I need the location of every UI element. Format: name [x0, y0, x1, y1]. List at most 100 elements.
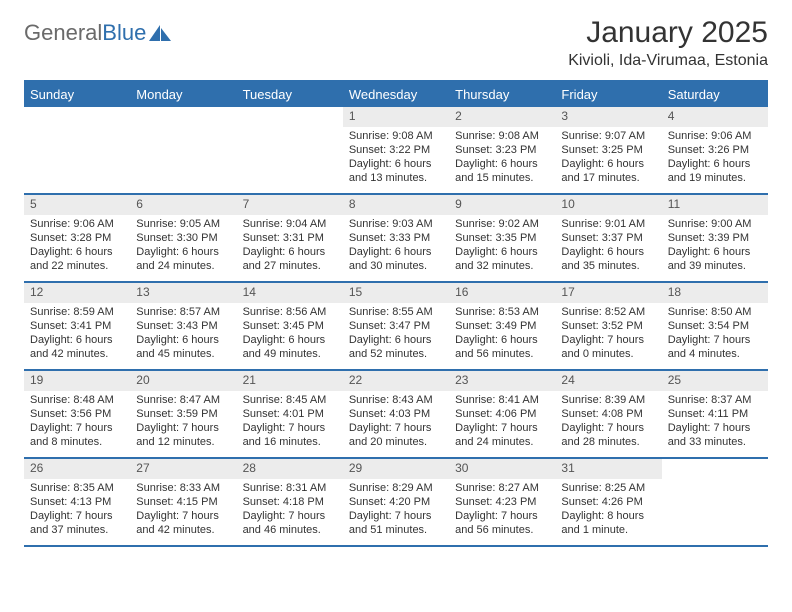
day-cell: 18Sunrise: 8:50 AMSunset: 3:54 PMDayligh… [662, 283, 768, 369]
day-sunrise: Sunrise: 8:43 AM [349, 393, 443, 407]
day-sunset: Sunset: 3:54 PM [668, 319, 762, 333]
day-body: Sunrise: 8:59 AMSunset: 3:41 PMDaylight:… [24, 305, 130, 366]
day-number: 30 [449, 459, 555, 479]
day-daylight: Daylight: 7 hours and 24 minutes. [455, 421, 549, 450]
day-cell: 23Sunrise: 8:41 AMSunset: 4:06 PMDayligh… [449, 371, 555, 457]
day-body: Sunrise: 8:27 AMSunset: 4:23 PMDaylight:… [449, 481, 555, 542]
day-body: Sunrise: 9:07 AMSunset: 3:25 PMDaylight:… [555, 129, 661, 190]
day-body: Sunrise: 8:55 AMSunset: 3:47 PMDaylight:… [343, 305, 449, 366]
day-body: Sunrise: 9:00 AMSunset: 3:39 PMDaylight:… [662, 217, 768, 278]
day-sunset: Sunset: 3:52 PM [561, 319, 655, 333]
day-cell: 9Sunrise: 9:02 AMSunset: 3:35 PMDaylight… [449, 195, 555, 281]
day-sunrise: Sunrise: 8:53 AM [455, 305, 549, 319]
day-cell: 29Sunrise: 8:29 AMSunset: 4:20 PMDayligh… [343, 459, 449, 545]
day-daylight: Daylight: 6 hours and 17 minutes. [561, 157, 655, 186]
day-cell: 4Sunrise: 9:06 AMSunset: 3:26 PMDaylight… [662, 107, 768, 193]
day-daylight: Daylight: 6 hours and 30 minutes. [349, 245, 443, 274]
day-number: 31 [555, 459, 661, 479]
day-sunset: Sunset: 4:08 PM [561, 407, 655, 421]
day-sunset: Sunset: 4:23 PM [455, 495, 549, 509]
day-body: Sunrise: 9:06 AMSunset: 3:28 PMDaylight:… [24, 217, 130, 278]
day-daylight: Daylight: 6 hours and 52 minutes. [349, 333, 443, 362]
day-number: 7 [237, 195, 343, 215]
day-sunrise: Sunrise: 8:52 AM [561, 305, 655, 319]
week-row: 26Sunrise: 8:35 AMSunset: 4:13 PMDayligh… [24, 459, 768, 547]
day-sunset: Sunset: 4:13 PM [30, 495, 124, 509]
day-cell: 7Sunrise: 9:04 AMSunset: 3:31 PMDaylight… [237, 195, 343, 281]
day-daylight: Daylight: 6 hours and 24 minutes. [136, 245, 230, 274]
location: Kivioli, Ida-Virumaa, Estonia [568, 52, 768, 70]
day-number: 27 [130, 459, 236, 479]
day-cell [130, 107, 236, 193]
dow-saturday: Saturday [662, 82, 768, 107]
day-cell: 5Sunrise: 9:06 AMSunset: 3:28 PMDaylight… [24, 195, 130, 281]
day-body: Sunrise: 9:05 AMSunset: 3:30 PMDaylight:… [130, 217, 236, 278]
day-cell: 19Sunrise: 8:48 AMSunset: 3:56 PMDayligh… [24, 371, 130, 457]
day-daylight: Daylight: 7 hours and 0 minutes. [561, 333, 655, 362]
day-number: 12 [24, 283, 130, 303]
day-sunrise: Sunrise: 8:50 AM [668, 305, 762, 319]
day-sunrise: Sunrise: 9:08 AM [349, 129, 443, 143]
day-sunset: Sunset: 3:25 PM [561, 143, 655, 157]
day-cell: 30Sunrise: 8:27 AMSunset: 4:23 PMDayligh… [449, 459, 555, 545]
day-cell: 31Sunrise: 8:25 AMSunset: 4:26 PMDayligh… [555, 459, 661, 545]
day-sunset: Sunset: 3:49 PM [455, 319, 549, 333]
day-cell: 25Sunrise: 8:37 AMSunset: 4:11 PMDayligh… [662, 371, 768, 457]
day-daylight: Daylight: 7 hours and 51 minutes. [349, 509, 443, 538]
dow-friday: Friday [555, 82, 661, 107]
day-body: Sunrise: 8:52 AMSunset: 3:52 PMDaylight:… [555, 305, 661, 366]
day-sunset: Sunset: 3:56 PM [30, 407, 124, 421]
day-sunrise: Sunrise: 8:33 AM [136, 481, 230, 495]
day-body: Sunrise: 8:39 AMSunset: 4:08 PMDaylight:… [555, 393, 661, 454]
day-cell: 6Sunrise: 9:05 AMSunset: 3:30 PMDaylight… [130, 195, 236, 281]
day-cell: 26Sunrise: 8:35 AMSunset: 4:13 PMDayligh… [24, 459, 130, 545]
month-title: January 2025 [568, 16, 768, 50]
day-number: 8 [343, 195, 449, 215]
day-body: Sunrise: 8:50 AMSunset: 3:54 PMDaylight:… [662, 305, 768, 366]
day-sunset: Sunset: 3:22 PM [349, 143, 443, 157]
day-sunrise: Sunrise: 8:59 AM [30, 305, 124, 319]
day-cell: 2Sunrise: 9:08 AMSunset: 3:23 PMDaylight… [449, 107, 555, 193]
day-sunset: Sunset: 4:20 PM [349, 495, 443, 509]
calendar: Sunday Monday Tuesday Wednesday Thursday… [24, 80, 768, 547]
day-cell [24, 107, 130, 193]
day-body: Sunrise: 9:02 AMSunset: 3:35 PMDaylight:… [449, 217, 555, 278]
day-cell: 3Sunrise: 9:07 AMSunset: 3:25 PMDaylight… [555, 107, 661, 193]
day-cell: 20Sunrise: 8:47 AMSunset: 3:59 PMDayligh… [130, 371, 236, 457]
day-sunset: Sunset: 3:28 PM [30, 231, 124, 245]
day-number: 23 [449, 371, 555, 391]
day-of-week-header: Sunday Monday Tuesday Wednesday Thursday… [24, 82, 768, 107]
day-daylight: Daylight: 7 hours and 8 minutes. [30, 421, 124, 450]
day-number: 5 [24, 195, 130, 215]
day-number: 15 [343, 283, 449, 303]
day-cell: 21Sunrise: 8:45 AMSunset: 4:01 PMDayligh… [237, 371, 343, 457]
day-sunrise: Sunrise: 9:03 AM [349, 217, 443, 231]
day-number: 16 [449, 283, 555, 303]
day-number: 26 [24, 459, 130, 479]
day-sunrise: Sunrise: 9:02 AM [455, 217, 549, 231]
day-cell [237, 107, 343, 193]
day-daylight: Daylight: 7 hours and 33 minutes. [668, 421, 762, 450]
week-row: 19Sunrise: 8:48 AMSunset: 3:56 PMDayligh… [24, 371, 768, 459]
day-cell: 8 Sunrise: 9:03 AMSunset: 3:33 PMDaylight… [343, 195, 449, 281]
day-sunrise: Sunrise: 8:55 AM [349, 305, 443, 319]
day-number: 2 [449, 107, 555, 127]
day-body: Sunrise: 9:01 AMSunset: 3:37 PMDaylight:… [555, 217, 661, 278]
day-sunrise: Sunrise: 8:37 AM [668, 393, 762, 407]
day-sunset: Sunset: 3:33 PM [349, 231, 443, 245]
weeks-container: 1Sunrise: 9:08 AMSunset: 3:22 PMDaylight… [24, 107, 768, 547]
day-daylight: Daylight: 6 hours and 56 minutes. [455, 333, 549, 362]
day-cell: 1Sunrise: 9:08 AMSunset: 3:22 PMDaylight… [343, 107, 449, 193]
day-daylight: Daylight: 7 hours and 16 minutes. [243, 421, 337, 450]
day-daylight: Daylight: 6 hours and 49 minutes. [243, 333, 337, 362]
day-daylight: Daylight: 6 hours and 39 minutes. [668, 245, 762, 274]
day-sunrise: Sunrise: 8:27 AM [455, 481, 549, 495]
day-body: Sunrise: 9:08 AMSunset: 3:22 PMDaylight:… [343, 129, 449, 190]
day-cell [662, 459, 768, 545]
dow-tuesday: Tuesday [237, 82, 343, 107]
day-body: Sunrise: 9:04 AMSunset: 3:31 PMDaylight:… [237, 217, 343, 278]
day-daylight: Daylight: 6 hours and 42 minutes. [30, 333, 124, 362]
day-daylight: Daylight: 7 hours and 12 minutes. [136, 421, 230, 450]
day-number: 14 [237, 283, 343, 303]
day-cell: 24Sunrise: 8:39 AMSunset: 4:08 PMDayligh… [555, 371, 661, 457]
